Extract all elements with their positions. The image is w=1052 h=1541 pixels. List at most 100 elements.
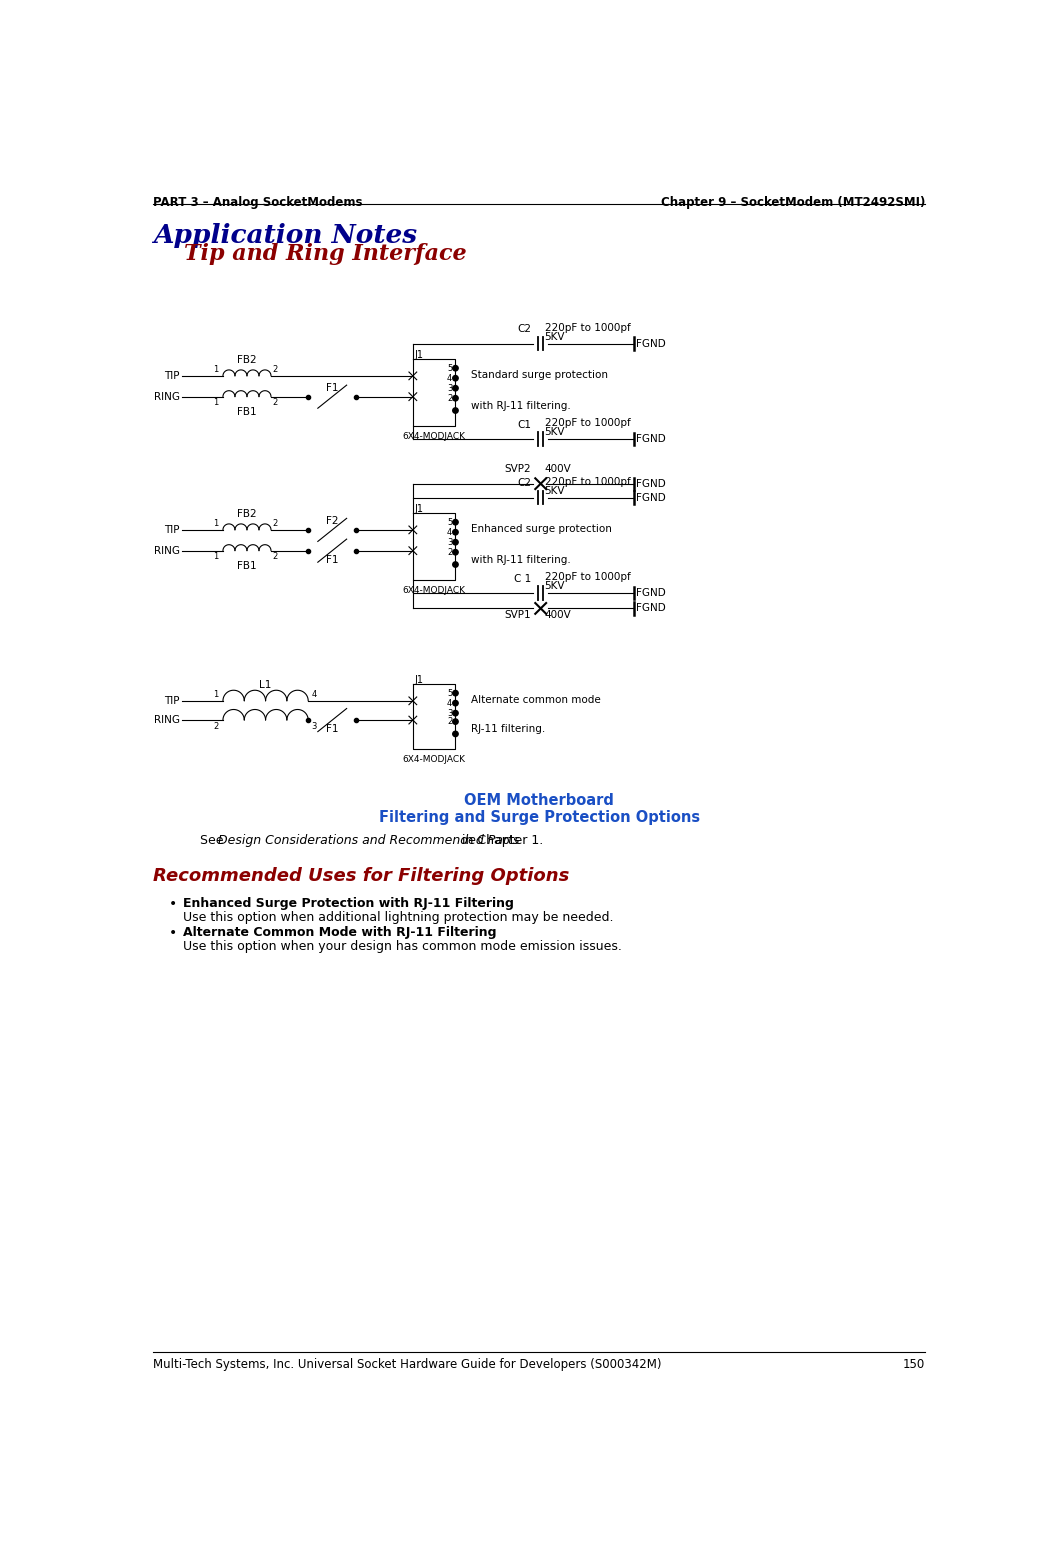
Text: C2: C2 xyxy=(518,478,531,488)
Text: 3: 3 xyxy=(447,384,452,393)
Text: Use this option when your design has common mode emission issues.: Use this option when your design has com… xyxy=(183,940,622,954)
Text: F1: F1 xyxy=(326,555,339,564)
Text: 220pF to 1000pf: 220pF to 1000pf xyxy=(545,322,630,333)
Circle shape xyxy=(452,720,459,724)
Text: Enhanced surge protection: Enhanced surge protection xyxy=(471,524,612,533)
Text: •: • xyxy=(168,926,177,940)
Text: FGND: FGND xyxy=(636,589,666,598)
Text: C2: C2 xyxy=(518,324,531,334)
Text: 2: 2 xyxy=(447,547,452,556)
Text: FGND: FGND xyxy=(636,493,666,502)
Text: F1: F1 xyxy=(326,382,339,393)
Text: F1: F1 xyxy=(326,724,339,734)
Text: J1: J1 xyxy=(414,350,423,359)
Text: 5: 5 xyxy=(447,689,452,698)
Text: Recommended Uses for Filtering Options: Recommended Uses for Filtering Options xyxy=(154,868,569,885)
Text: FB2: FB2 xyxy=(237,509,257,519)
Text: Filtering and Surge Protection Options: Filtering and Surge Protection Options xyxy=(379,811,700,824)
Text: Design Considerations and Recommended Parts: Design Considerations and Recommended Pa… xyxy=(218,834,519,848)
Circle shape xyxy=(452,539,459,546)
Circle shape xyxy=(452,710,459,717)
Text: 4: 4 xyxy=(447,527,452,536)
Text: 1: 1 xyxy=(214,519,219,529)
Text: SVP2: SVP2 xyxy=(505,464,531,475)
Text: with RJ-11 filtering.: with RJ-11 filtering. xyxy=(471,401,570,410)
Text: FGND: FGND xyxy=(636,604,666,613)
Text: Multi-Tech Systems, Inc. Universal Socket Hardware Guide for Developers (S000342: Multi-Tech Systems, Inc. Universal Socke… xyxy=(154,1358,662,1370)
Text: 3: 3 xyxy=(311,721,317,730)
Circle shape xyxy=(452,365,459,371)
Circle shape xyxy=(452,562,459,567)
Text: 5: 5 xyxy=(447,518,452,527)
Text: See: See xyxy=(200,834,227,848)
Text: 220pF to 1000pf: 220pF to 1000pf xyxy=(545,476,630,487)
Text: Alternate Common Mode with RJ-11 Filtering: Alternate Common Mode with RJ-11 Filteri… xyxy=(183,926,497,940)
Text: 4: 4 xyxy=(447,698,452,707)
Text: •: • xyxy=(168,897,177,911)
Text: 6X4-MODJACK: 6X4-MODJACK xyxy=(403,755,466,764)
Text: TIP: TIP xyxy=(164,525,180,535)
Text: with RJ-11 filtering.: with RJ-11 filtering. xyxy=(471,555,570,564)
Text: Alternate common mode: Alternate common mode xyxy=(471,695,601,704)
Circle shape xyxy=(452,732,459,737)
Text: 2: 2 xyxy=(272,552,278,561)
Text: 3: 3 xyxy=(447,538,452,547)
Text: F2: F2 xyxy=(326,516,339,525)
Text: J1: J1 xyxy=(414,504,423,513)
Text: PART 3 – Analog SocketModems: PART 3 – Analog SocketModems xyxy=(154,196,363,208)
Text: RING: RING xyxy=(154,546,180,556)
Text: 2: 2 xyxy=(272,365,278,374)
Circle shape xyxy=(452,396,459,401)
Circle shape xyxy=(452,530,459,535)
Text: Standard surge protection: Standard surge protection xyxy=(471,370,608,379)
Text: FB1: FB1 xyxy=(237,561,257,570)
Text: RING: RING xyxy=(154,715,180,726)
Text: 1: 1 xyxy=(214,398,219,407)
Text: C 1: C 1 xyxy=(514,573,531,584)
Text: 400V: 400V xyxy=(545,610,571,619)
Text: 6X4-MODJACK: 6X4-MODJACK xyxy=(403,586,466,595)
Circle shape xyxy=(452,385,459,391)
Circle shape xyxy=(452,408,459,413)
Text: FB1: FB1 xyxy=(237,407,257,416)
Text: 5KV: 5KV xyxy=(545,427,565,438)
Text: L1: L1 xyxy=(260,680,271,690)
Text: 2: 2 xyxy=(447,393,452,402)
Text: Use this option when additional lightning protection may be needed.: Use this option when additional lightnin… xyxy=(183,911,613,925)
Text: 150: 150 xyxy=(903,1358,925,1370)
Text: 5: 5 xyxy=(447,364,452,373)
Text: Enhanced Surge Protection with RJ-11 Filtering: Enhanced Surge Protection with RJ-11 Fil… xyxy=(183,897,513,911)
Text: 3: 3 xyxy=(447,709,452,718)
Text: 4: 4 xyxy=(311,690,317,700)
Text: Tip and Ring Interface: Tip and Ring Interface xyxy=(184,242,467,265)
Text: 220pF to 1000pf: 220pF to 1000pf xyxy=(545,418,630,428)
Text: C1: C1 xyxy=(518,419,531,430)
Text: 1: 1 xyxy=(214,552,219,561)
Text: 6X4-MODJACK: 6X4-MODJACK xyxy=(403,431,466,441)
Text: 2: 2 xyxy=(272,519,278,529)
Text: RING: RING xyxy=(154,391,180,402)
Text: FGND: FGND xyxy=(636,435,666,444)
Circle shape xyxy=(452,519,459,525)
Text: 5KV: 5KV xyxy=(545,581,565,592)
Text: SVP1: SVP1 xyxy=(505,610,531,619)
Text: FB2: FB2 xyxy=(237,354,257,365)
Text: 1: 1 xyxy=(214,365,219,374)
Text: 4: 4 xyxy=(447,373,452,382)
Text: TIP: TIP xyxy=(164,371,180,381)
Text: RJ-11 filtering.: RJ-11 filtering. xyxy=(471,724,545,734)
Text: FGND: FGND xyxy=(636,479,666,488)
Text: FGND: FGND xyxy=(636,339,666,348)
Text: in Chapter 1.: in Chapter 1. xyxy=(458,834,543,848)
Text: Chapter 9 – SocketModem (MT2492SMI): Chapter 9 – SocketModem (MT2492SMI) xyxy=(661,196,925,208)
Text: OEM Motherboard: OEM Motherboard xyxy=(464,794,614,807)
Text: J1: J1 xyxy=(414,675,423,684)
Text: 2: 2 xyxy=(447,717,452,726)
Text: 5KV: 5KV xyxy=(545,331,565,342)
Text: 1: 1 xyxy=(214,690,219,700)
Text: 2: 2 xyxy=(214,721,219,730)
Circle shape xyxy=(452,701,459,706)
Text: 5KV: 5KV xyxy=(545,485,565,496)
Text: Application Notes: Application Notes xyxy=(154,223,418,248)
Text: TIP: TIP xyxy=(164,697,180,706)
